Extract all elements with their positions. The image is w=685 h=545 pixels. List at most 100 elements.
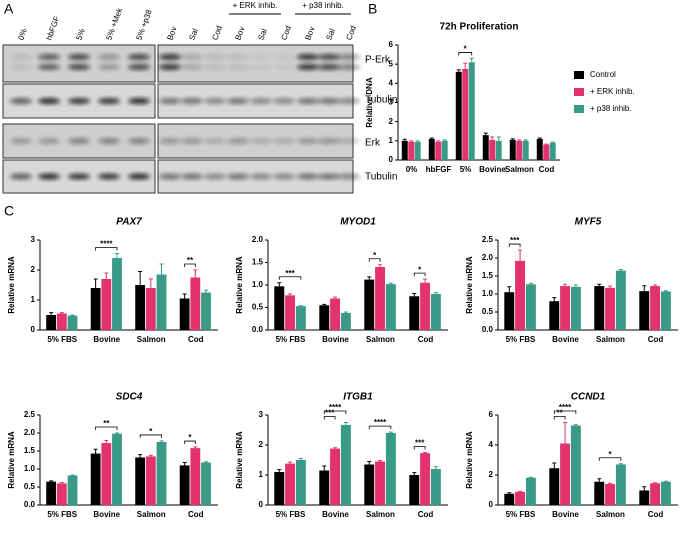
error-bar <box>322 303 327 306</box>
blot-band <box>128 64 150 70</box>
significance-label: **** <box>374 418 387 427</box>
error-bar <box>367 276 372 280</box>
blot-band <box>38 138 60 144</box>
significance-label: **** <box>559 403 572 412</box>
error-bar <box>402 138 407 141</box>
x-tick-label: Cod <box>188 335 204 344</box>
significance-bracket <box>278 276 302 280</box>
error-bar <box>333 296 338 299</box>
blot-band <box>181 173 203 180</box>
bar <box>522 140 529 160</box>
error-bar <box>204 289 209 293</box>
error-bar <box>507 286 512 293</box>
significance-bracket <box>368 258 381 262</box>
bar <box>462 68 469 160</box>
error-bar <box>115 432 120 434</box>
error-bar <box>507 492 512 494</box>
chart-title: MYF5 <box>575 217 602 228</box>
error-bar <box>378 264 383 267</box>
error-bar <box>412 293 417 297</box>
bar <box>145 456 156 505</box>
significance-label: * <box>464 45 468 54</box>
error-bar <box>642 285 647 292</box>
blot-band <box>128 173 150 180</box>
y-tick-label: 1 <box>389 136 394 145</box>
blot-band <box>250 54 272 60</box>
x-tick-label: 5% FBS <box>506 335 536 344</box>
blot-band <box>68 64 90 70</box>
bar <box>605 287 616 330</box>
error-bar <box>182 293 187 299</box>
bar <box>67 315 78 330</box>
error-bar <box>456 69 461 72</box>
error-bar <box>277 282 282 287</box>
y-tick-label: 0.0 <box>482 325 494 334</box>
significance-label: *** <box>325 409 335 418</box>
y-axis-label: Relative mRNA <box>465 431 474 489</box>
error-bar <box>528 282 533 285</box>
x-tick-label: Cod <box>188 510 204 519</box>
error-bar <box>552 462 557 469</box>
bar <box>179 465 190 505</box>
bar <box>112 258 122 330</box>
error-bar <box>138 271 143 285</box>
y-tick-label: 2 <box>31 265 36 274</box>
error-bar <box>148 454 153 457</box>
x-tick-label: 0% <box>406 165 418 174</box>
blot-band <box>204 138 226 144</box>
blot-band <box>38 98 60 104</box>
lane-label: Cod <box>210 25 223 42</box>
y-tick-label: 1 <box>31 295 36 304</box>
error-bar <box>436 140 441 142</box>
bar <box>135 457 146 505</box>
lane-label: Cod <box>279 25 292 42</box>
legend-swatch <box>574 88 584 96</box>
blot-band <box>159 98 181 104</box>
blot-band <box>338 138 360 144</box>
x-tick-label: Salmon <box>596 510 625 519</box>
significance-label: * <box>609 450 613 459</box>
error-bar <box>496 136 501 141</box>
bar <box>295 460 306 505</box>
y-axis-label: Relative mRNA <box>465 256 474 314</box>
panel-label: A <box>4 1 14 17</box>
bar <box>504 292 515 330</box>
blot-band <box>250 98 272 104</box>
blot-band <box>128 138 150 144</box>
blot-band <box>98 54 120 60</box>
lane-label: 0% <box>16 27 28 41</box>
error-bar <box>415 140 420 142</box>
blot-band <box>273 64 295 70</box>
bar <box>495 140 502 160</box>
error-bar <box>433 292 438 294</box>
bar <box>594 286 605 330</box>
y-tick-label: 3 <box>389 98 394 107</box>
bar <box>504 493 515 505</box>
bar <box>340 312 351 330</box>
bar <box>385 433 396 505</box>
bar <box>420 282 431 330</box>
bar <box>660 291 671 330</box>
row-label: Erk <box>365 138 381 149</box>
bar <box>430 469 441 505</box>
bar <box>190 277 201 330</box>
y-tick-label: 0 <box>31 325 36 334</box>
blot-band <box>318 138 340 144</box>
bar <box>319 470 330 505</box>
blot-band <box>38 173 60 180</box>
y-axis-label: Relative DNA <box>365 77 374 127</box>
error-bar <box>93 448 98 454</box>
y-axis-label: Relative mRNA <box>235 256 244 314</box>
bar <box>179 298 190 330</box>
bar <box>274 286 285 330</box>
bar <box>409 475 420 505</box>
y-tick-label: 6 <box>389 40 394 49</box>
error-bar <box>490 136 495 140</box>
blot-band <box>10 173 32 180</box>
bar <box>385 284 396 330</box>
blot-band <box>273 173 295 180</box>
significance-bracket <box>553 416 566 420</box>
bar <box>285 463 296 505</box>
bar <box>145 288 156 330</box>
